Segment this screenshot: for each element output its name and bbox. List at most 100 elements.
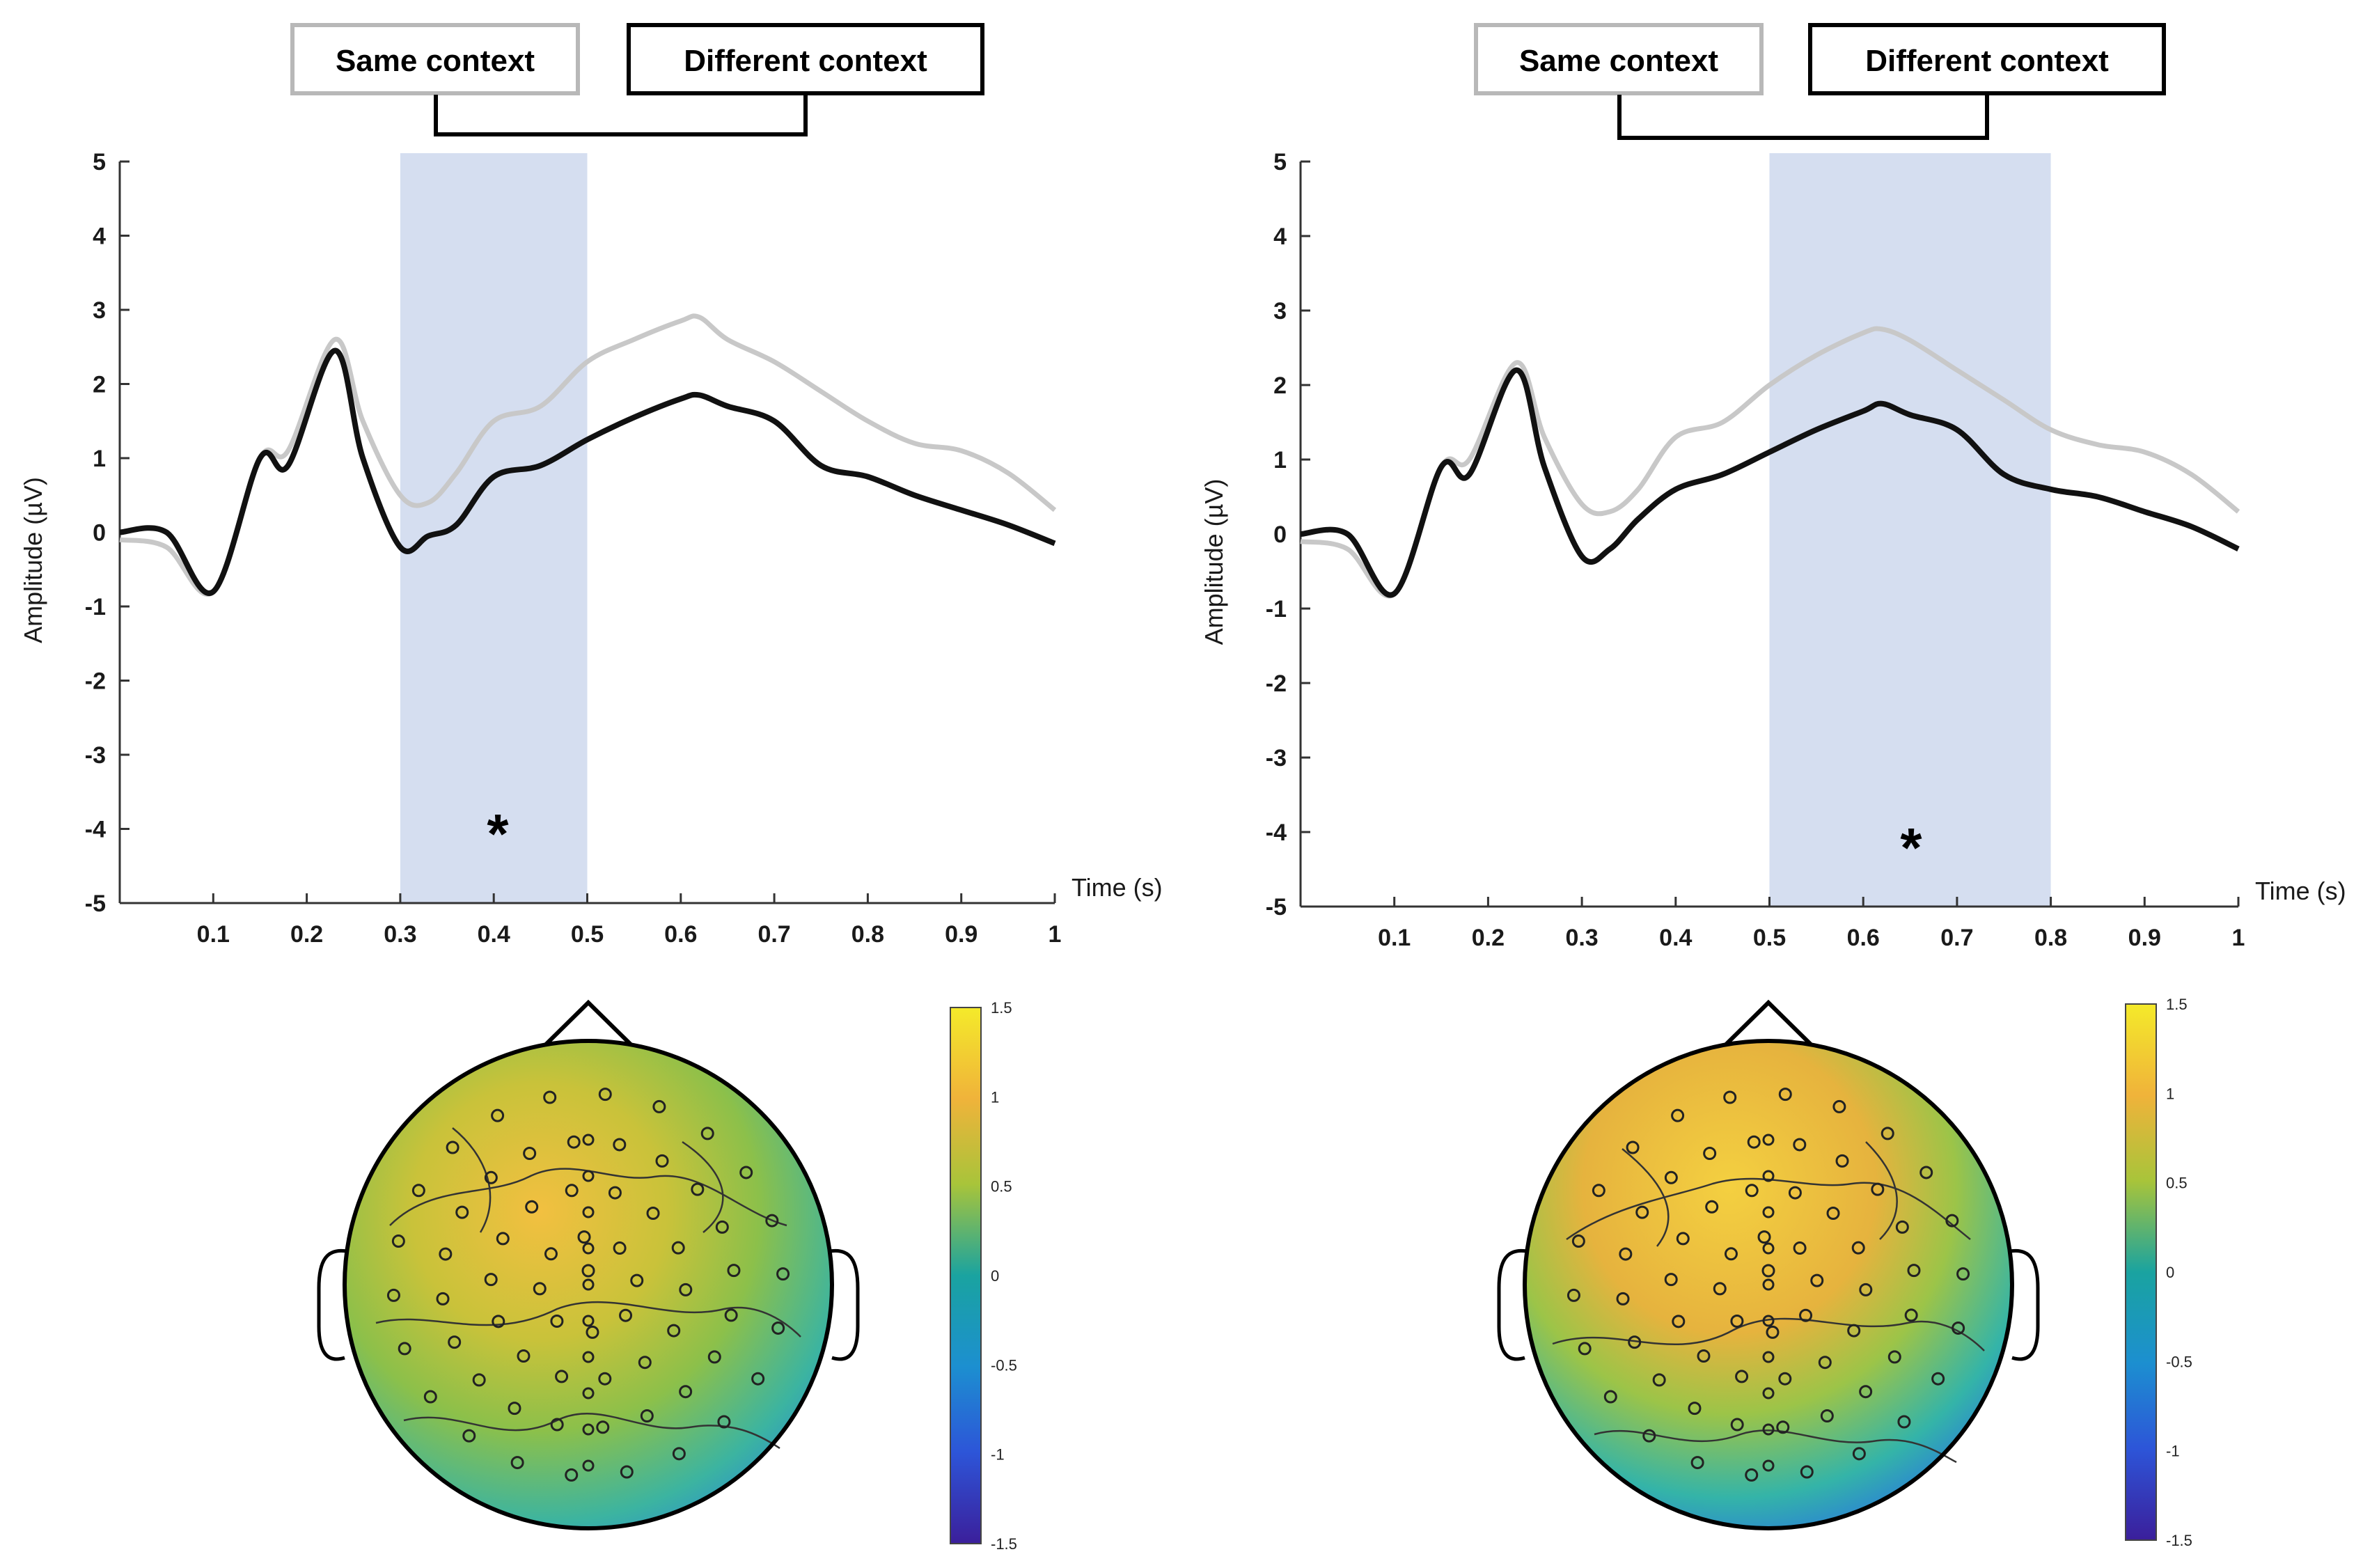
electrode xyxy=(1778,1372,1792,1386)
legend-different-label: Different context xyxy=(684,44,927,78)
electrode xyxy=(1788,1186,1802,1200)
electrode xyxy=(630,1273,644,1287)
electrode xyxy=(525,1200,539,1214)
electrode xyxy=(1713,1282,1727,1296)
y-tick-label: 1 xyxy=(93,446,106,472)
significance-window xyxy=(1769,153,2051,907)
electrode xyxy=(1724,1247,1738,1261)
electrode xyxy=(700,1127,714,1140)
electrode xyxy=(1931,1372,1945,1386)
topoplot-left xyxy=(317,999,860,1530)
electrode xyxy=(544,1247,558,1261)
electrode xyxy=(707,1350,721,1364)
electrode xyxy=(1688,1402,1702,1416)
head-ear-right xyxy=(826,1248,860,1361)
electrode xyxy=(386,1288,400,1302)
colorbar-tick-label: 1 xyxy=(991,1088,999,1106)
electrode xyxy=(1881,1127,1894,1140)
electrode xyxy=(582,1134,595,1146)
electrode xyxy=(1603,1390,1617,1404)
electrode xyxy=(1652,1373,1666,1387)
head-ear-left xyxy=(317,1248,351,1361)
electrode xyxy=(1762,1206,1775,1218)
electrode xyxy=(582,1278,595,1291)
electrode xyxy=(510,1456,524,1470)
y-tick-label: -1 xyxy=(1266,596,1287,622)
electrode xyxy=(598,1088,612,1101)
y-tick-label: 3 xyxy=(93,297,106,324)
electrode xyxy=(508,1402,521,1416)
topoplot-right xyxy=(1497,999,2040,1530)
electrode xyxy=(776,1267,790,1281)
electrode xyxy=(1904,1308,1918,1322)
colorbar-tick-label: -1 xyxy=(2166,1443,2180,1460)
electrode xyxy=(1945,1214,1959,1228)
electrode xyxy=(582,1206,595,1218)
electrode xyxy=(439,1247,453,1261)
electrode xyxy=(1571,1234,1585,1248)
y-axis-label: Amplitude (µV) xyxy=(19,477,47,643)
y-tick-label: 4 xyxy=(93,224,106,250)
legend-same-box xyxy=(290,23,580,95)
electrode xyxy=(555,1370,569,1383)
electrode xyxy=(679,1385,693,1399)
electrode xyxy=(672,1447,686,1461)
electrode xyxy=(455,1205,469,1219)
y-tick-label: -3 xyxy=(1266,745,1287,771)
x-tick-label: 0.2 xyxy=(290,921,323,948)
electrode xyxy=(1762,1459,1775,1472)
electrode xyxy=(1762,1242,1775,1255)
electrode xyxy=(565,1468,579,1482)
electrode xyxy=(667,1324,681,1338)
electrode xyxy=(446,1140,460,1154)
electrode xyxy=(1730,1314,1744,1328)
x-tick-label: 0.7 xyxy=(1940,925,1973,951)
scalp-map xyxy=(1525,1041,2012,1528)
colorbar-tick-label: 1 xyxy=(2166,1085,2174,1102)
electrode xyxy=(492,1315,505,1328)
y-tick-label: -2 xyxy=(85,668,106,695)
electrode xyxy=(1671,1108,1685,1122)
x-axis-label: Time (s) xyxy=(1071,873,1163,902)
electrode xyxy=(1578,1342,1592,1356)
colorbar-tick-label: -0.5 xyxy=(2166,1353,2192,1370)
electrode xyxy=(619,1308,633,1322)
electrode xyxy=(1626,1140,1640,1154)
head-nose xyxy=(542,999,634,1048)
electrode xyxy=(613,1241,627,1255)
electrode xyxy=(765,1214,779,1228)
electrode xyxy=(533,1282,547,1296)
electrode xyxy=(1628,1335,1642,1349)
electrode xyxy=(638,1356,652,1370)
x-tick-label: 0.9 xyxy=(945,921,977,948)
y-tick-label: -4 xyxy=(85,817,106,843)
electrode xyxy=(727,1264,741,1278)
significance-marker: * xyxy=(1900,817,1922,879)
electrode xyxy=(484,1170,498,1184)
electrode xyxy=(1616,1292,1630,1306)
electrode xyxy=(550,1418,564,1432)
electrode xyxy=(1859,1283,1873,1296)
head-ear-right xyxy=(2006,1248,2040,1361)
x-axis-label: Time (s) xyxy=(2255,877,2346,905)
x-tick-label: 0.4 xyxy=(1659,925,1692,951)
electrode xyxy=(1761,1264,1775,1278)
electrode xyxy=(1697,1349,1711,1363)
x-tick-label: 0.5 xyxy=(1753,925,1786,951)
electrode xyxy=(517,1349,531,1363)
panel-left: Same context Different context 5 4 3 2 1 0 -1 -… xyxy=(19,23,1163,1553)
y-tick-label: 2 xyxy=(93,372,106,398)
electrode xyxy=(739,1166,753,1179)
electrode xyxy=(523,1147,537,1161)
electrode xyxy=(1871,1182,1885,1196)
x-tick-label: 1 xyxy=(2232,925,2245,951)
x-tick-label: 0.5 xyxy=(571,921,604,948)
y-tick-label: -3 xyxy=(85,742,106,769)
electrode xyxy=(1745,1468,1759,1482)
electrode xyxy=(586,1325,599,1339)
electrode xyxy=(640,1409,654,1422)
electrode xyxy=(472,1373,486,1387)
electrode xyxy=(1859,1385,1873,1399)
colorbar-tick-label: 1.5 xyxy=(2166,996,2188,1013)
electrode xyxy=(1762,1315,1775,1327)
